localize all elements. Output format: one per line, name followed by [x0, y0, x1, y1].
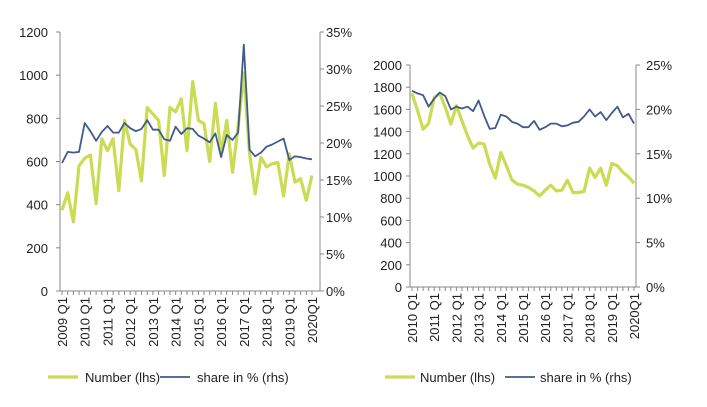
chart1-x-tick-label: 2011 Q1 [100, 297, 115, 346]
chart2-x-tick-label: 2011 Q1 [427, 293, 442, 342]
chart2-left-tick-label: 400 [380, 236, 402, 251]
chart1-right-tick-label: 15% [326, 173, 352, 188]
chart2-left-tick-label: 1600 [373, 102, 402, 117]
chart2-left-tick-label: 1400 [373, 125, 402, 140]
chart2-x-tick-label: 2010 Q1 [405, 293, 420, 343]
chart2-x-tick-label: 2012 Q1 [449, 293, 464, 343]
chart1-x-tick-label: 2010 Q1 [78, 297, 93, 347]
chart1-left-tick-label: 600 [26, 155, 48, 170]
chart1-right-tick-label: 30% [326, 62, 352, 77]
chart1-right-tick-label: 10% [326, 210, 352, 225]
chart1-left-tick-label: 200 [26, 241, 48, 256]
chart1-x-tick-label: 2018 Q1 [260, 297, 275, 347]
chart2-share-series-line [411, 89, 635, 131]
chart1-left-tick-label: 400 [26, 198, 48, 213]
chart2-x-tick-label: 2020Q1 [627, 293, 642, 339]
chart2-x-tick-label: 2017 Q1 [560, 293, 575, 343]
chart2-right-tick-label: 25% [646, 58, 672, 73]
chart1-x-tick-label: 2012 Q1 [123, 297, 138, 347]
chart2-x-tick-label: 2014 Q1 [494, 293, 509, 343]
chart1-x-tick-label: 2020Q1 [305, 297, 320, 343]
chart2-right-tick-label: 0% [646, 280, 665, 295]
chart2-left-tick-label: 1800 [373, 80, 402, 95]
chart1-x-tick-label: 2009 Q1 [55, 297, 70, 347]
chart1-legend-label-number: Number (lhs) [85, 370, 160, 385]
chart2-x-tick-label: 2018 Q1 [583, 293, 598, 343]
chart2-x-tick-label: 2013 Q1 [472, 293, 487, 343]
chart1-x-tick-label: 2016 Q1 [214, 297, 229, 347]
chart1-x-tick-label: 2014 Q1 [169, 297, 184, 347]
chart2-right-tick-label: 15% [646, 147, 672, 162]
chart2-x-tick-label: 2015 Q1 [516, 293, 531, 343]
chart2-left-tick-label: 600 [380, 213, 402, 228]
chart1-x-tick-label: 2013 Q1 [146, 297, 161, 347]
chart2-left-tick-label: 2000 [373, 58, 402, 73]
chart2-left-tick-label: 0 [395, 280, 402, 295]
chart2-right-tick-label: 20% [646, 102, 672, 117]
chart2-left-tick-label: 800 [380, 191, 402, 206]
chart2-left-tick-label: 200 [380, 258, 402, 273]
chart1-x-tick-label: 2015 Q1 [191, 297, 206, 347]
chart1-right-tick-label: 25% [326, 99, 352, 114]
chart2-right-tick-label: 5% [646, 236, 665, 251]
chart1-right-tick-label: 0% [326, 284, 345, 299]
chart2-left-tick-label: 1200 [373, 147, 402, 162]
chart2-legend-label-number: Number (lhs) [420, 370, 495, 385]
chart1-x-tick-label: 2019 Q1 [282, 297, 297, 347]
chart2-number-series-line [410, 91, 636, 198]
chart2-x-tick-label: 2019 Q1 [605, 293, 620, 343]
chart1-left-tick-label: 1000 [19, 68, 48, 83]
chart1-left-tick-label: 1200 [19, 25, 48, 40]
chart1-right-tick-label: 5% [326, 247, 345, 262]
chart2-legend-label-share: share in % (rhs) [540, 370, 632, 385]
chart1-right-tick-label: 35% [326, 25, 352, 40]
chart1-legend-label-share: share in % (rhs) [197, 370, 289, 385]
chart1-share-series-line [61, 43, 313, 164]
chart1-left-tick-label: 0 [41, 284, 48, 299]
chart2-left-tick-label: 1000 [373, 169, 402, 184]
chart2-right-tick-label: 10% [646, 191, 672, 206]
chart1-number-series-line [60, 71, 314, 224]
chart2-x-tick-label: 2016 Q1 [538, 293, 553, 343]
chart1-right-tick-label: 20% [326, 136, 352, 151]
chart1-left-tick-label: 800 [26, 111, 48, 126]
chart1-x-tick-label: 2017 Q1 [237, 297, 252, 347]
